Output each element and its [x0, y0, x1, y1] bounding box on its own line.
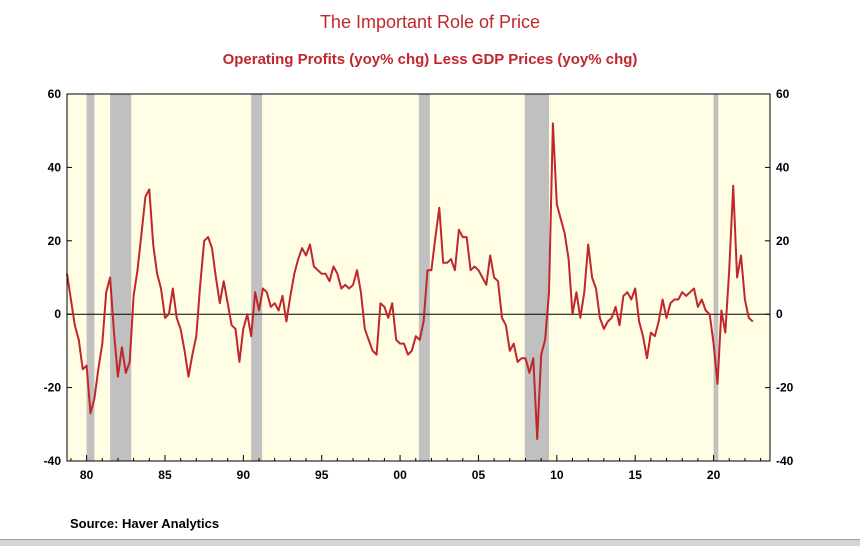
recession-band	[524, 94, 549, 461]
x-tick-label: 10	[550, 468, 564, 482]
x-tick-label: 00	[393, 468, 407, 482]
y-tick-label-right: 0	[776, 307, 783, 321]
recession-band	[86, 94, 95, 461]
x-tick-label: 90	[237, 468, 251, 482]
plot-frame	[66, 93, 771, 462]
y-tick-label-left: 0	[54, 307, 61, 321]
x-tick-label: 85	[158, 468, 172, 482]
y-tick-label-right: 40	[776, 160, 790, 174]
chart-title: The Important Role of Price	[319, 12, 541, 32]
x-tick-label: 15	[629, 468, 643, 482]
chart-subtitle: Operating Profits (yoy% chg) Less GDP Pr…	[222, 51, 638, 68]
y-tick-label-left: 60	[48, 87, 62, 101]
y-tick-label-left: 40	[48, 160, 62, 174]
y-tick-label-left: -40	[44, 454, 62, 468]
recession-band	[251, 94, 263, 461]
y-tick-label-right: 20	[776, 234, 790, 248]
recession-band	[418, 94, 430, 461]
y-tick-label-right: 60	[776, 87, 790, 101]
recession-band	[110, 94, 132, 461]
x-tick-label: 95	[315, 468, 329, 482]
y-tick-label-left: 20	[48, 234, 62, 248]
x-tick-label: 05	[472, 468, 486, 482]
series-line	[66, 122, 754, 440]
x-tick-label: 20	[707, 468, 721, 482]
plot-background	[67, 94, 770, 461]
window-bottom-bar	[0, 539, 860, 546]
x-tick-label: 80	[80, 468, 94, 482]
y-tick-label-right: -20	[776, 381, 794, 395]
y-tick-label-left: -20	[44, 381, 62, 395]
recession-band	[713, 94, 719, 461]
y-tick-label-right: -40	[776, 454, 794, 468]
source-note: Source: Haver Analytics	[70, 516, 220, 531]
